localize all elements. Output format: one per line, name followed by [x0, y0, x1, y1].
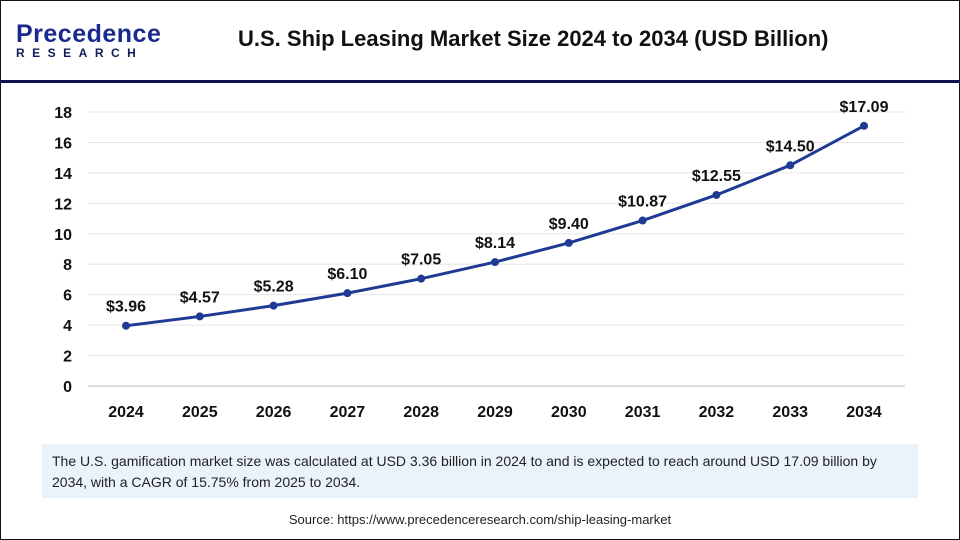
y-tick-label: 6: [63, 288, 72, 305]
series-line: [125, 124, 865, 328]
y-tick-label: 14: [54, 166, 72, 183]
data-label: $17.09: [840, 99, 889, 116]
logo-line1: Precedence: [16, 20, 162, 48]
x-tick-label: 2034: [846, 404, 882, 421]
data-label: $10.87: [618, 194, 667, 211]
data-point: [564, 238, 573, 247]
x-tick-label: 2025: [182, 404, 218, 421]
y-tick-label: 4: [63, 318, 72, 335]
data-label: $14.50: [766, 138, 815, 155]
x-tick-label: 2033: [772, 404, 808, 421]
header-divider: [0, 80, 960, 83]
data-point: [343, 289, 352, 298]
y-tick-label: 2: [63, 349, 72, 366]
x-tick-label: 2027: [330, 404, 366, 421]
data-point: [638, 216, 647, 225]
data-point: [786, 161, 795, 170]
data-label: $5.28: [254, 279, 294, 296]
logo-line2: RESEARCH: [16, 46, 144, 60]
x-tick-label: 2029: [477, 404, 513, 421]
summary-note: The U.S. gamification market size was ca…: [42, 444, 918, 498]
data-point: [712, 190, 721, 199]
x-tick-label: 2028: [403, 404, 439, 421]
source-text: Source: https://www.precedenceresearch.c…: [288, 512, 672, 527]
data-label: $8.14: [475, 235, 515, 252]
x-tick-label: 2030: [551, 404, 587, 421]
y-tick-label: 12: [54, 196, 72, 213]
y-tick-label: 16: [54, 135, 72, 152]
y-tick-label: 18: [54, 105, 72, 122]
data-label: $6.10: [327, 266, 367, 283]
y-tick-label: 8: [63, 257, 72, 274]
data-label: $7.05: [401, 252, 441, 269]
logo: Precedence RESEARCH: [16, 20, 162, 61]
x-tick-label: 2024: [108, 404, 144, 421]
chart-title: U.S. Ship Leasing Market Size 2024 to 20…: [238, 26, 829, 51]
data-label: $4.57: [180, 289, 220, 306]
data-point: [122, 321, 130, 330]
data-point: [860, 121, 868, 130]
x-tick-label: 2032: [699, 404, 735, 421]
data-label: $3.96: [106, 299, 146, 316]
data-label: $9.40: [549, 216, 589, 233]
data-point: [417, 274, 426, 283]
x-tick-label: 2026: [256, 404, 292, 421]
x-tick-label: 2031: [625, 404, 661, 421]
data-point: [195, 312, 204, 321]
data-point: [269, 301, 278, 310]
y-tick-label: 0: [63, 379, 72, 396]
data-label: $12.55: [692, 168, 741, 185]
data-point: [491, 258, 499, 267]
y-tick-label: 10: [54, 227, 72, 244]
